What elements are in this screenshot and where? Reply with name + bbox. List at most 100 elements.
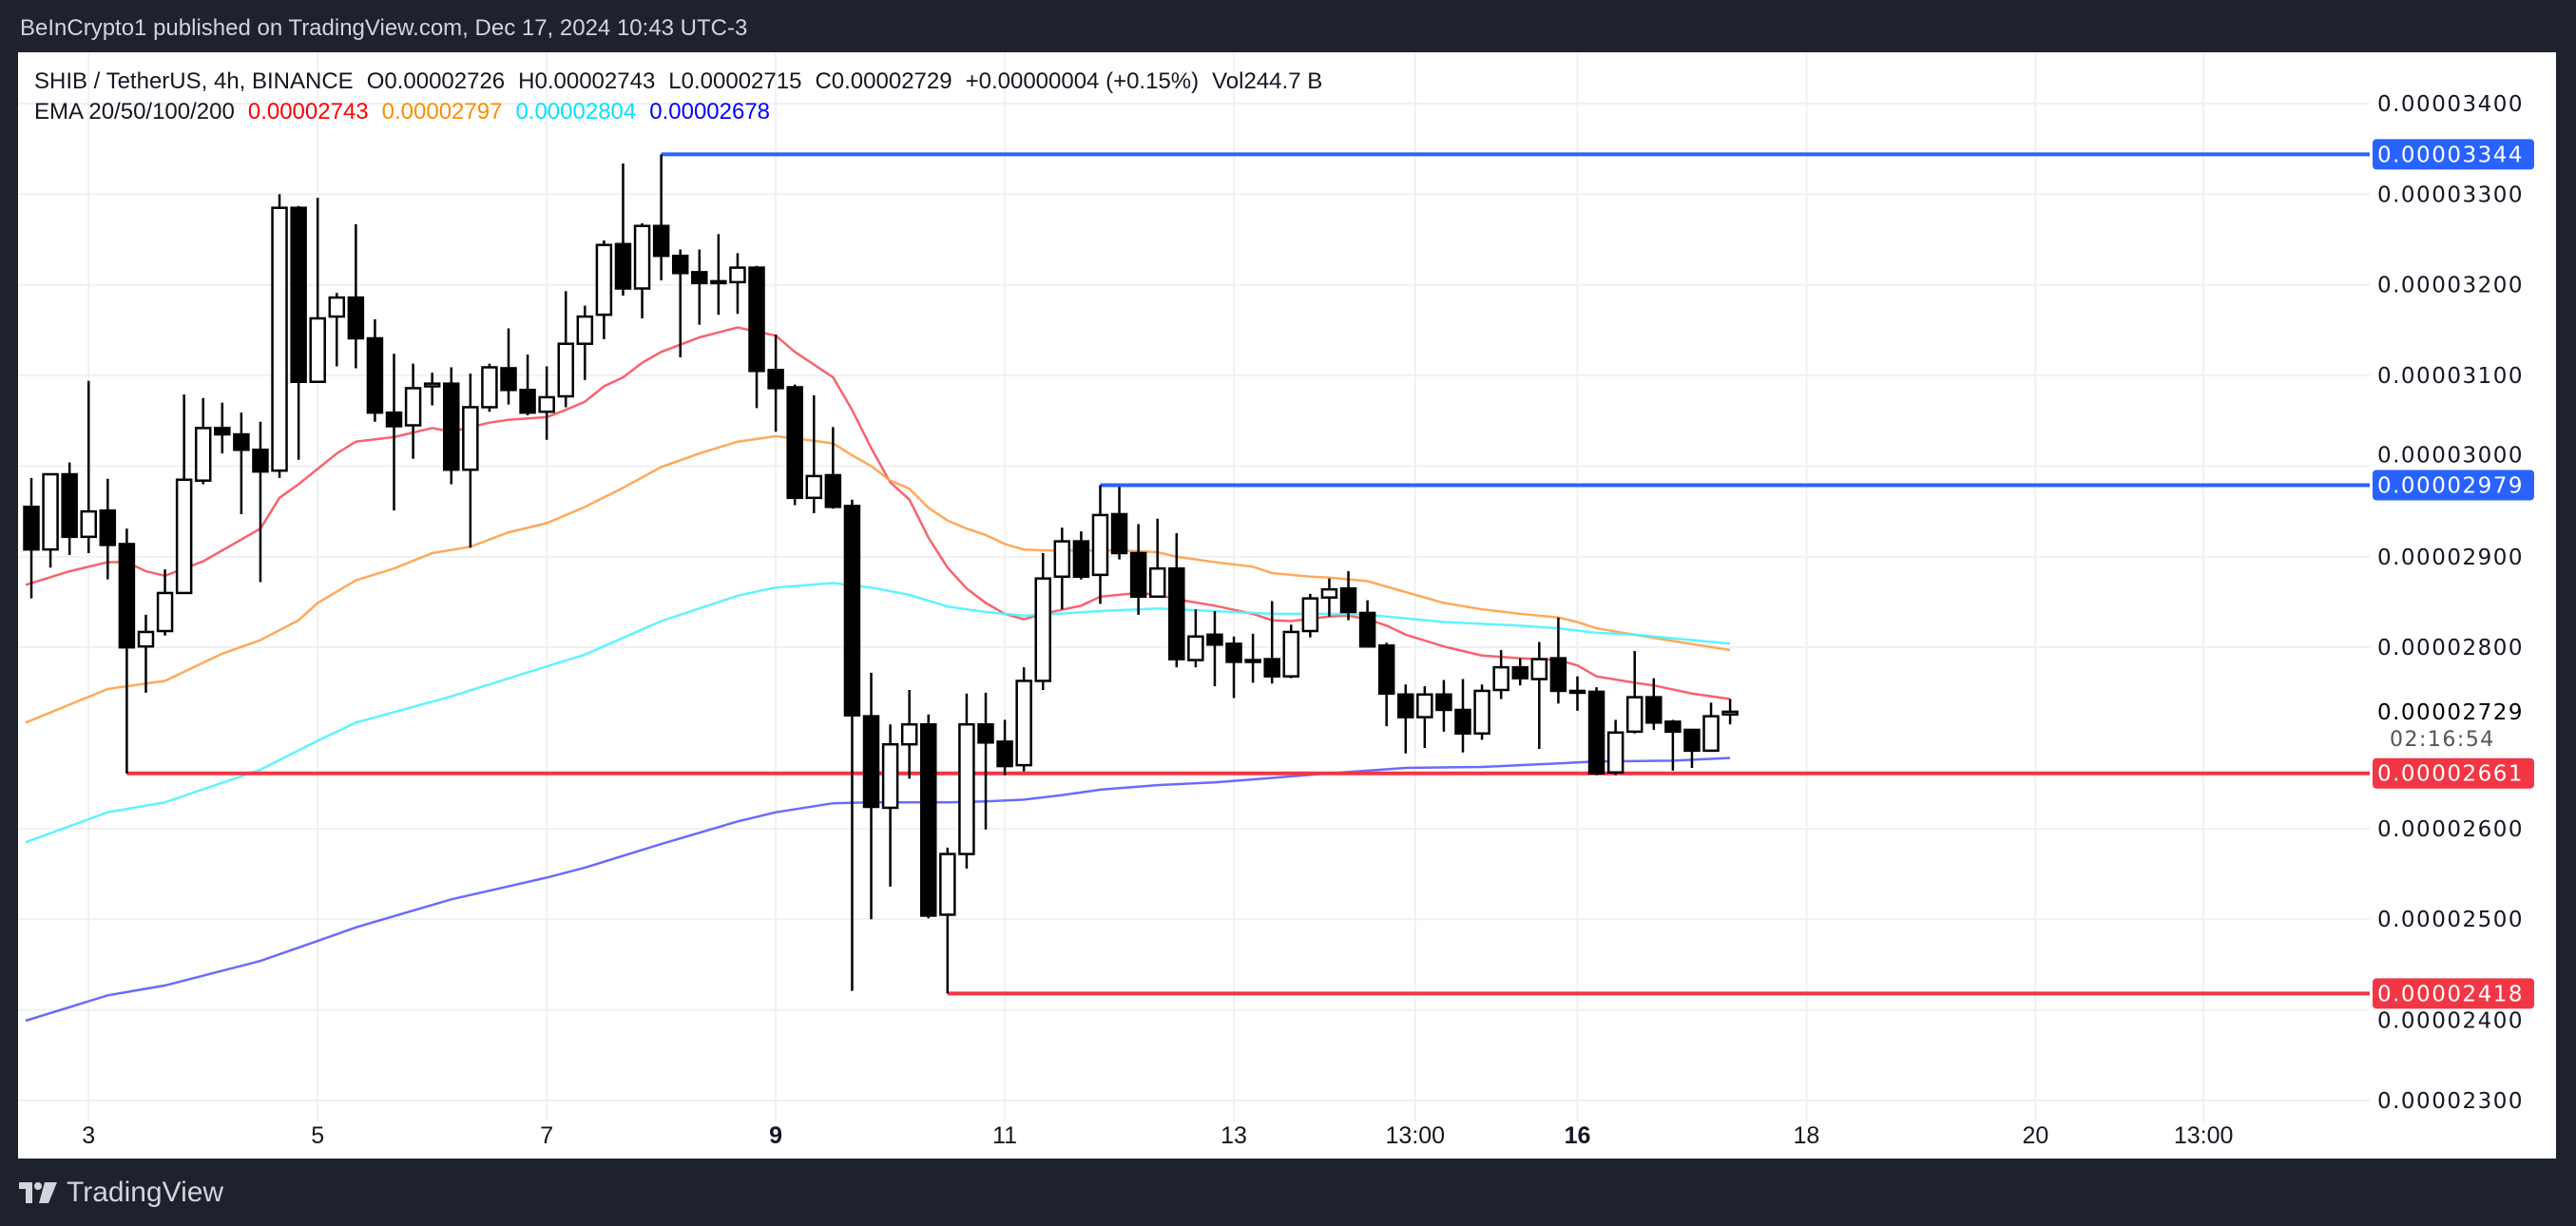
grid [18,52,2370,1121]
x-tick-label: 9 [769,1122,782,1149]
candle [671,249,689,358]
candle-body-down [1225,642,1242,663]
candle-body-down [862,715,880,809]
candle [1397,684,1414,754]
candle-body-up [881,742,899,810]
x-tick-label: 20 [2022,1122,2048,1149]
x-tick-label: 5 [311,1122,324,1149]
candle [1511,658,1528,686]
candle [691,249,708,325]
candle-body-up [404,387,422,427]
bar-countdown: 02:16:54 [2390,728,2495,752]
candle [1282,624,1300,679]
volume-value: Vol244.7 B [1212,68,1323,94]
candle-body-up [42,472,59,551]
candle-body-up [1530,658,1548,680]
candle-body-up [729,266,746,284]
y-tick-label: 0.00003400 [2377,92,2524,117]
candle [843,499,861,991]
candle [1301,593,1319,638]
candle-body-up [958,722,975,855]
candle-body-down [1244,659,1261,663]
y-tick-label: 0.00002300 [2377,1089,2524,1114]
chart-panel[interactable] [18,52,2556,1159]
candle [137,614,155,693]
candle-body-up [328,296,346,318]
candle-body-down [1645,696,1663,724]
candle [1377,642,1395,727]
candle-body-down [920,722,937,917]
candle-body-up [156,591,174,633]
x-tick-label: 13:00 [1386,1122,1446,1149]
candle-body-down [1263,658,1280,678]
candle [1072,531,1090,580]
candle [1168,533,1185,668]
legend-ema-row: EMA 20/50/100/200 0.00002743 0.00002797 … [34,97,1322,127]
candle-body-down [214,427,231,436]
candle-body-down [1110,512,1128,555]
candle-body-down [233,432,250,451]
candle-body-up [900,722,918,746]
candle-body-down [500,367,517,392]
level-price-label: 0.00002979 [2377,473,2524,498]
candle-body-down [1511,665,1528,680]
candle [42,472,59,568]
ema50-value: 0.00002797 [381,99,503,125]
candle [920,714,937,919]
candle-body-down [671,254,689,275]
candle-body-down [1168,566,1185,661]
candle-body-up [1148,566,1166,599]
candle [23,477,40,599]
candle [519,354,536,416]
tradingview-logo[interactable]: TradingView [19,1177,223,1209]
candle-body-up [805,474,823,500]
candle [194,397,212,485]
candle-body-down [710,279,727,285]
candle-body-down [1377,644,1395,696]
candle [729,253,746,315]
candle-body-down [1435,693,1452,712]
candle-body-down [118,543,136,649]
candle-body-up [1187,635,1204,661]
candle [443,367,460,485]
candle [595,239,613,339]
candle-body-up [1091,513,1109,577]
candle [652,154,670,280]
resistance-price-tag [2373,469,2534,501]
candle [1053,527,1071,610]
y-tick-label: 0.00003200 [2377,274,2524,298]
candle-body-down [996,740,1013,768]
candle-body-up [1606,731,1624,775]
ema-lines [25,326,1731,1023]
candle-body-down [519,389,536,414]
x-tick-label: 13:00 [2174,1122,2234,1149]
candle-body-up [939,852,956,916]
y-tick-label: 0.00003100 [2377,364,2524,389]
candle [1015,667,1032,772]
candle-body-down [99,508,117,546]
symbol-title[interactable]: SHIB / TetherUS, 4h, BINANCE [34,68,354,94]
candle-body-down [652,224,670,258]
candle-body-down [1683,728,1701,753]
candle-body-up [481,366,498,409]
candle [423,373,441,406]
ema-label[interactable]: EMA 20/50/100/200 [34,99,235,125]
support-price-tag [2373,978,2534,1009]
candle-body-down [1129,551,1147,599]
candle-body-down [290,206,307,384]
x-tick-label: 3 [82,1122,95,1149]
candle [862,672,880,920]
candles [23,154,1739,994]
time-axis: 3 5 7 9 11 13 13:00 16 18 20 13:00 [82,1122,2233,1149]
candle-body-up [576,315,594,345]
ema-line-ema200 [25,757,1731,1023]
tradingview-logo-icon [19,1182,57,1203]
candle-body-up [194,427,212,482]
candle-body-up [175,478,193,595]
x-tick-label: 13 [1221,1122,1247,1149]
candle [1435,680,1452,732]
candle-body-up [462,406,479,471]
candle-body-up [1053,540,1071,579]
candle-body-up [538,395,555,413]
